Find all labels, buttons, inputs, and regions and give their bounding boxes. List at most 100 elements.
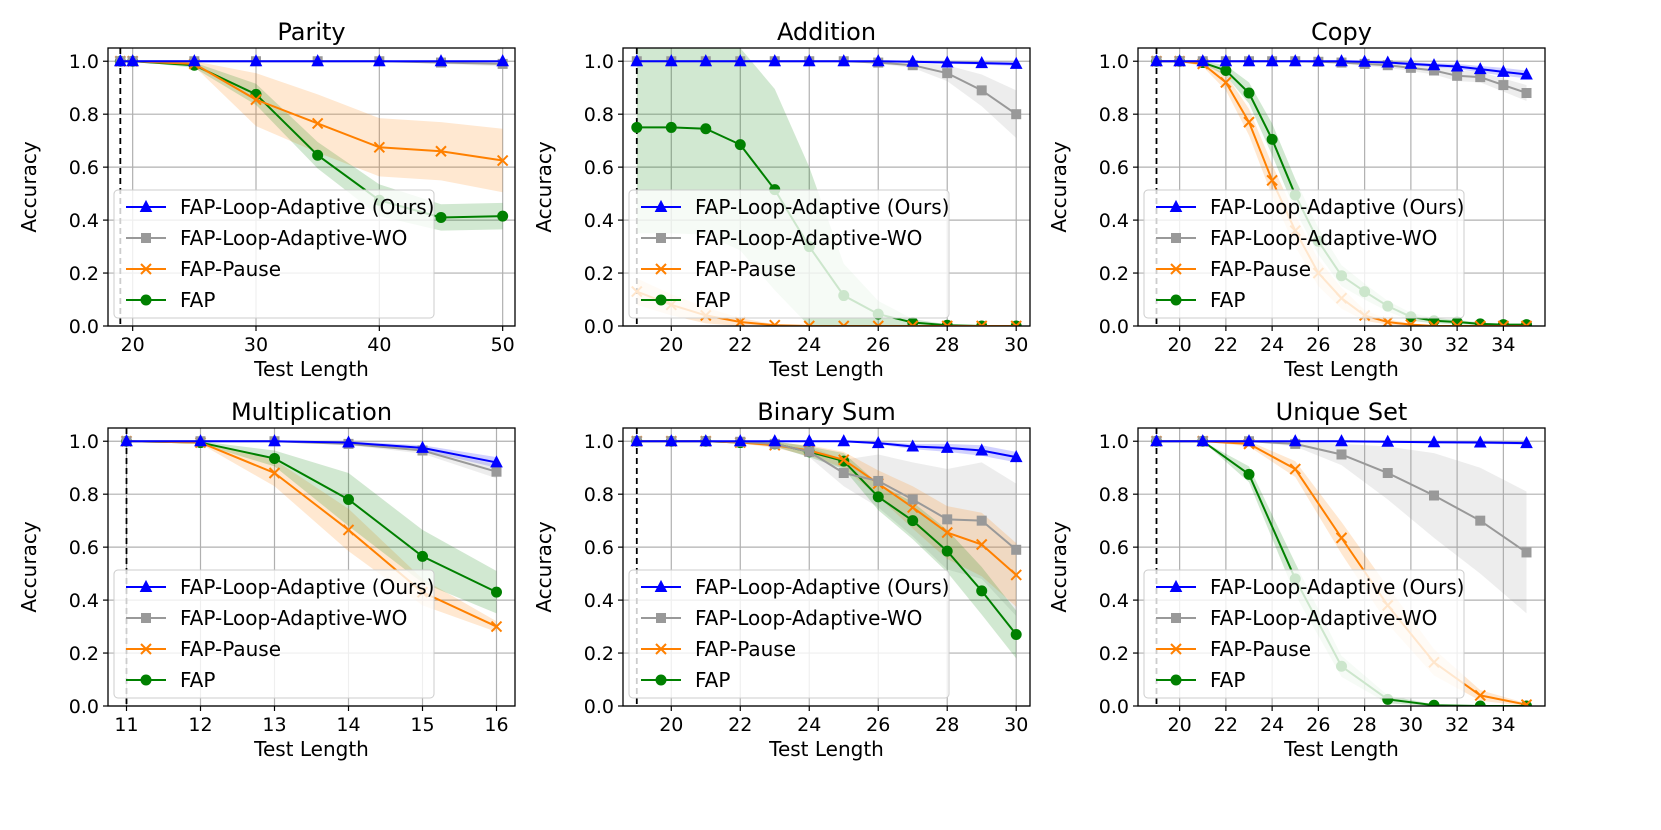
legend-marker [1170,643,1182,655]
data-point [1358,54,1371,67]
y-tick-label: 0.0 [584,696,614,718]
x-tick-label: 22 [1214,714,1238,736]
x-tick-label: 14 [336,714,360,736]
chart-title: Unique Set [1276,398,1408,426]
legend-marker [654,579,668,592]
axes-frame [622,47,1031,327]
data-point [1219,54,1233,67]
data-point [872,320,884,326]
legend-label: FAP-Loop-Adaptive-WO [1210,226,1437,250]
data-point [1404,56,1418,69]
data-point [769,319,781,326]
data-point [1150,54,1163,67]
data-point [1011,109,1022,120]
data-point [342,524,355,536]
legend-marker [1170,294,1182,306]
x-tick-label: 30 [1399,714,1423,736]
data-point [1010,320,1022,326]
y-tick-label: 0.4 [584,590,614,612]
data-point [1520,67,1533,80]
subplot-unique-set: 20 22 24 26 28 30 32 34 0.0 0.2 0.4 0.6 0.8 1.0 Unique… [1047,398,1546,761]
data-point [940,440,954,453]
data-point [664,434,678,447]
x-tick-label: 34 [1491,334,1515,356]
confidence-band-2 [1156,441,1527,614]
chart-title: Copy [1311,18,1372,46]
confidence-band-3 [636,441,1017,607]
y-tick-label: 0.6 [69,537,99,559]
legend-label: FAP [1210,668,1245,692]
subplot-multiplication: 11 12 13 14 15 16 0.0 0.2 0.4 0.6 0.8 1.0 Multiplica… [17,398,516,761]
plot-area [630,428,1023,706]
y-tick-label: 0.4 [69,590,99,612]
data-point [1520,436,1533,449]
data-point [975,443,989,456]
confidence-band-3 [120,61,503,193]
data-point [496,154,509,167]
data-point [120,434,133,447]
legend-label: FAP-Loop-Adaptive-WO [1210,606,1437,630]
y-tick-label: 0.6 [1099,537,1129,559]
data-point [768,54,782,67]
data-point [700,123,712,135]
data-point [837,434,851,447]
data-point [1428,320,1440,326]
y-tick-label: 0.0 [584,316,614,338]
data-point [435,211,447,223]
data-point [1010,629,1022,641]
legend-label: FAP-Pause [695,257,796,281]
data-point [1475,515,1486,526]
axes-frame [1137,47,1546,327]
data-point [1451,320,1463,326]
y-tick-label: 0.2 [584,643,614,665]
x-tick-label: 20 [659,714,683,736]
data-point [873,475,884,486]
data-point [1243,116,1255,128]
data-point [699,54,713,67]
data-point [1450,59,1464,72]
data-point [1220,65,1232,77]
data-point [941,545,953,557]
x-axis-label: Test Length [1283,737,1399,761]
x-tick-label: 28 [935,714,959,736]
data-point [373,141,386,153]
legend-label: FAP [695,668,730,692]
legend-marker [1171,613,1181,623]
legend-marker [139,579,153,592]
data-point [1429,490,1439,501]
series-line-1 [126,440,497,464]
data-point [907,515,919,527]
data-point [1009,450,1023,463]
data-point [630,54,644,67]
legend-label: FAP [695,288,730,312]
legend-marker [655,294,667,306]
series-line-1 [636,440,1017,459]
x-tick-label: 26 [866,334,890,356]
data-point [1335,532,1348,544]
data-point [1173,54,1186,67]
data-point [802,434,816,447]
y-tick-label: 0.4 [584,210,614,232]
confidence-band-4 [636,48,1017,326]
legend-box [1143,569,1465,699]
x-tick-label: 20 [1168,334,1192,356]
data-point [435,145,447,157]
axes-frame [107,47,516,327]
data-point [976,85,987,96]
data-point [312,149,324,161]
data-point [1382,468,1393,479]
data-point [1266,174,1278,187]
confidence-band-4 [636,441,1017,659]
chart-title: Multiplication [231,398,392,426]
y-axis-label: Accuracy [17,141,41,232]
x-tick-label: 22 [728,334,752,356]
data-point [838,320,850,326]
data-point [976,585,988,597]
legend-box [628,189,950,319]
chart-title: Parity [277,18,345,46]
data-point [1312,54,1325,67]
y-tick-label: 1.0 [584,431,614,453]
legend-marker [655,674,667,686]
data-point [940,55,954,68]
data-point [373,54,386,67]
